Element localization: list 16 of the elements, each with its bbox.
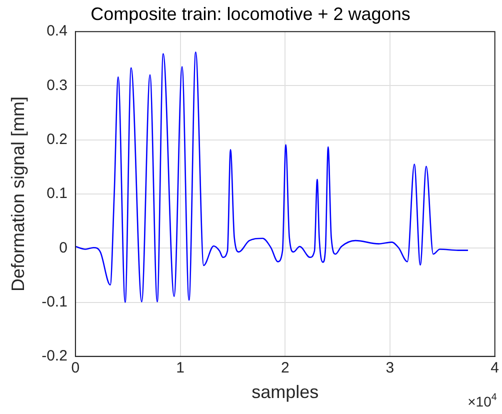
x-tick-label: 4 bbox=[490, 360, 499, 377]
y-tick-label: 0.4 bbox=[46, 22, 68, 40]
line-series bbox=[75, 52, 469, 303]
x-tick-label: 1 bbox=[176, 360, 184, 377]
x-tick-label: 2 bbox=[280, 360, 290, 377]
x-tick-label: 0 bbox=[71, 360, 80, 377]
y-axis-title: Deformation signal [mm] bbox=[8, 96, 28, 292]
y-tick-label: 0 bbox=[59, 239, 68, 256]
chart-title: Composite train: locomotive + 2 wagons bbox=[90, 4, 410, 24]
x-tick-label: 3 bbox=[386, 360, 394, 377]
y-tick-label: 0.2 bbox=[46, 131, 68, 148]
y-tick-label: -0.2 bbox=[42, 348, 68, 365]
x-axis-title: samples bbox=[252, 382, 319, 402]
y-tick-label: 0.1 bbox=[46, 185, 68, 202]
y-tick-label: -0.1 bbox=[42, 293, 68, 310]
y-tick-label: 0.3 bbox=[46, 76, 68, 94]
